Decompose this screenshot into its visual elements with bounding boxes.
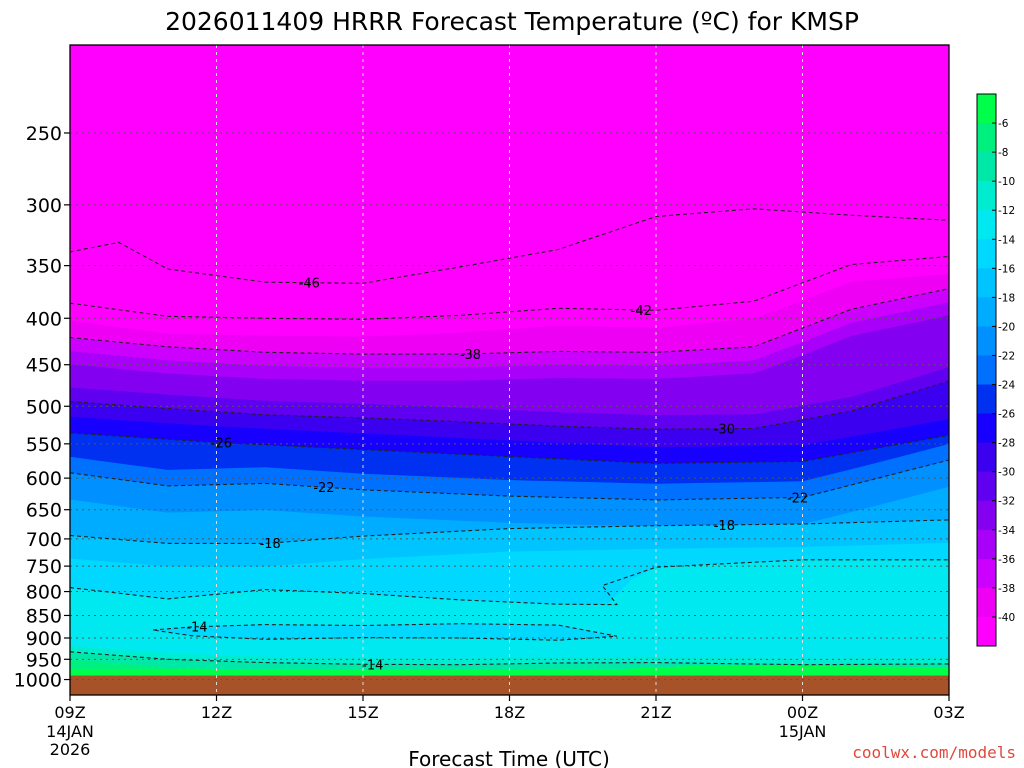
- y-tick-label: 800: [26, 582, 62, 604]
- legend-swatch: [977, 326, 996, 356]
- contour-line: [70, 519, 949, 544]
- legend-label: -28: [998, 438, 1015, 450]
- legend-swatch: [977, 471, 996, 502]
- y-tick-label: 750: [26, 556, 62, 578]
- y-tick-label: 500: [26, 396, 62, 418]
- contour-label: -26: [211, 437, 232, 452]
- legend-label: -16: [998, 263, 1015, 275]
- legend-label: -8: [998, 147, 1008, 159]
- legend-swatch: [977, 529, 996, 560]
- x-tick-label: 09Z: [54, 703, 85, 722]
- contour-line: [70, 459, 949, 501]
- x-tick-label: 15Z: [347, 703, 378, 722]
- contour-line: [152, 623, 618, 641]
- legend-swatch: [977, 268, 996, 298]
- y-tick-label: 650: [26, 500, 62, 522]
- y-tick-label: 350: [26, 256, 62, 278]
- legend-frame: [976, 93, 997, 647]
- legend-swatch: [977, 442, 996, 473]
- contour-label: -14: [362, 658, 383, 673]
- contour-line: [70, 208, 949, 284]
- contour-line: [70, 559, 949, 606]
- x-tick-label: 12Z: [201, 703, 232, 722]
- contour-label: -46: [299, 277, 320, 292]
- contour-label: -42: [631, 304, 652, 319]
- contour-line: [70, 255, 949, 320]
- legend-swatch: [977, 94, 996, 124]
- x-tick-sublabel: 14JAN: [46, 722, 94, 741]
- legend-label: -14: [998, 234, 1015, 246]
- x-tick-sublabel: 15JAN: [779, 722, 827, 741]
- x-tick-label: 03Z: [933, 703, 964, 722]
- contour-label: -14: [186, 621, 207, 636]
- legend-swatch: [977, 152, 996, 182]
- legend-swatch: [977, 123, 996, 153]
- y-tick-label: 600: [26, 468, 62, 490]
- contour-label: -38: [460, 348, 481, 363]
- legend-label: -6: [998, 118, 1009, 130]
- y-tick-label: 300: [26, 195, 62, 217]
- y-tick-label: 700: [26, 529, 62, 551]
- band-warm-pocket: [533, 665, 949, 676]
- contour-lines: [70, 208, 949, 666]
- legend-label: -10: [998, 176, 1015, 188]
- legend-label: -34: [998, 525, 1015, 537]
- y-tick-label: 450: [26, 355, 62, 377]
- chart-title: 2026011409 HRRR Forecast Temperature (ºC…: [165, 7, 859, 36]
- legend-swatch: [977, 558, 996, 589]
- contour-label: -22: [787, 491, 808, 506]
- legend-label: -12: [998, 205, 1015, 217]
- legend-label: -36: [998, 554, 1015, 566]
- credit-text: coolwx.com/models: [852, 743, 1016, 762]
- legend-label: -22: [998, 350, 1015, 362]
- contour-label: -18: [714, 519, 735, 534]
- y-tick-label: 950: [26, 649, 62, 671]
- y-tick-label: 550: [26, 434, 62, 456]
- y-axis: 2503003504004505005506006507007508008509…: [14, 123, 70, 692]
- legend-label: -38: [998, 583, 1015, 595]
- legend-label: -32: [998, 496, 1015, 508]
- legend-swatch: [977, 500, 996, 531]
- y-tick-label: 400: [26, 308, 62, 330]
- legend-swatch: [977, 616, 996, 647]
- legend-label: -26: [998, 409, 1015, 421]
- contour-label: -18: [260, 537, 281, 552]
- y-tick-label: 850: [26, 605, 62, 627]
- surface-terrain: [70, 675, 949, 695]
- x-tick-label: 21Z: [640, 703, 671, 722]
- contour-label: -30: [714, 423, 735, 438]
- x-axis-title: Forecast Time (UTC): [408, 747, 610, 768]
- legend-swatch: [977, 413, 996, 444]
- legend-swatch: [977, 239, 996, 269]
- legend-label: -24: [998, 380, 1015, 392]
- legend-label: -30: [998, 467, 1015, 479]
- contour-line: [70, 288, 949, 355]
- legend-label: -40: [998, 612, 1015, 624]
- legend-label: -20: [998, 321, 1015, 333]
- legend-swatch: [977, 384, 996, 415]
- y-tick-label: 900: [26, 628, 62, 650]
- legend-label: -18: [998, 292, 1015, 304]
- legend-swatch: [977, 181, 996, 211]
- band-cold-cell: [153, 623, 617, 641]
- grid-lines: [70, 45, 949, 695]
- temperature-fill-bands: [70, 45, 949, 695]
- legend-swatch: [977, 210, 996, 240]
- legend-swatch: [977, 587, 996, 618]
- color-legend: -6 -8 -10 -12 -14 -16 -18 -20 -22 -24 -26 -28 -30 -32…: [976, 93, 1015, 647]
- x-tick-label: 18Z: [494, 703, 525, 722]
- x-tick-sublabel: 2026: [50, 740, 91, 759]
- x-tick-label: 00Z: [787, 703, 818, 722]
- y-tick-label: 250: [26, 123, 62, 145]
- legend-swatch: [977, 355, 996, 386]
- contour-label: -22: [313, 481, 334, 496]
- contour-labels: -46 -42 -38 -30 -26 -22 -22 -18 -18 -14 -14: [186, 277, 808, 674]
- legend-swatch: [977, 297, 996, 327]
- y-tick-label: 1000: [14, 670, 62, 692]
